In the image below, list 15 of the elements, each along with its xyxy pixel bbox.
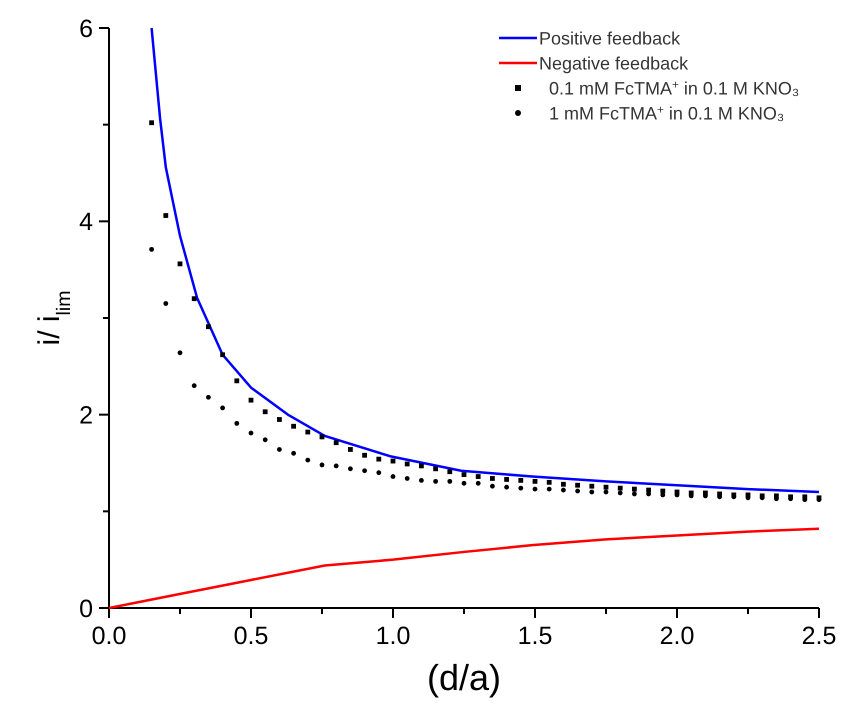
x-tick-label: 1.5 xyxy=(518,622,552,650)
x-tick-label: 0.5 xyxy=(234,622,268,650)
legend-label: Positive feedback xyxy=(539,28,682,48)
legend-label: Negative feedback xyxy=(539,53,690,74)
x-tick-label: 0.0 xyxy=(92,622,126,650)
legend-label: 0.1 mM FcTMA$^{+}$ in 0.1 M KNO₃ xyxy=(549,78,800,98)
x-tick-label: 1.0 xyxy=(376,622,410,650)
y-tick-label: 0 xyxy=(79,594,93,623)
x-axis-title: (d/a) xyxy=(426,657,502,698)
y-tick-label: 4 xyxy=(79,208,94,236)
x-tick-label: 2.0 xyxy=(660,622,694,650)
x-tick-label: 2.5 xyxy=(802,622,836,650)
y-tick-label: 6 xyxy=(79,14,93,43)
y-tick-label: 2 xyxy=(79,401,93,430)
legend-label: 1 mM FcTMA$^{+}$ in 0.1 M KNO₃ xyxy=(549,102,784,124)
